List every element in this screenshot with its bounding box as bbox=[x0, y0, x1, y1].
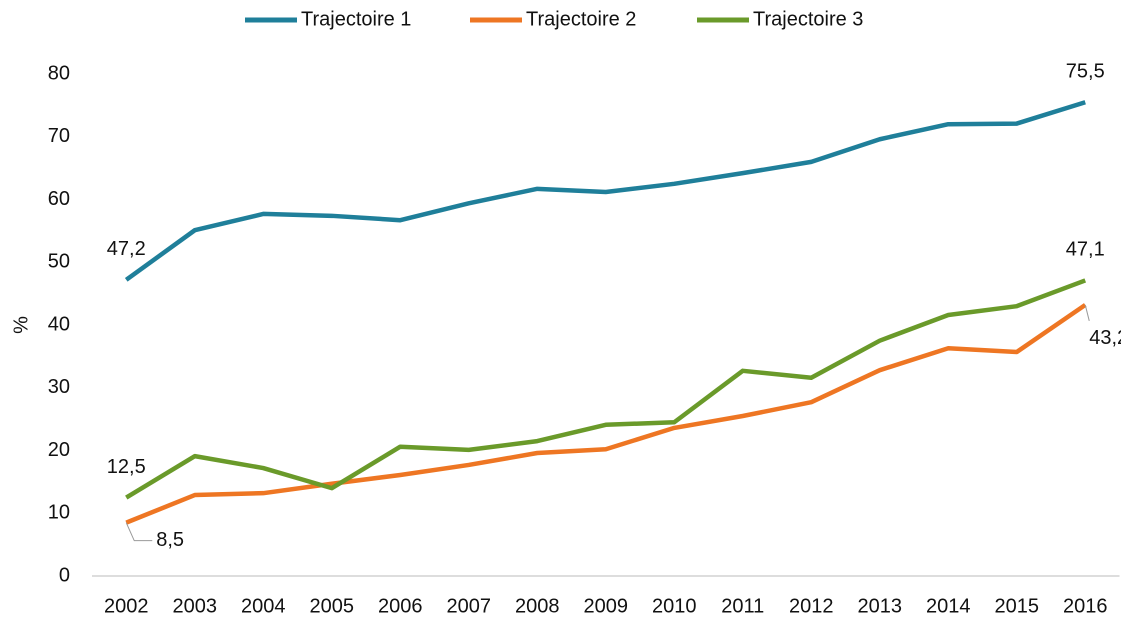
series-line bbox=[125, 303, 1087, 525]
y-tick-label: 50 bbox=[48, 251, 70, 273]
y-tick-label: 30 bbox=[48, 376, 70, 398]
x-tick-label: 2012 bbox=[789, 595, 834, 617]
x-tick-label: 2005 bbox=[310, 595, 355, 617]
legend-label: Trajectoire 2 bbox=[526, 8, 636, 30]
y-tick-label: 20 bbox=[48, 439, 70, 461]
data-label: 75,5 bbox=[1066, 61, 1105, 83]
x-tick-label: 2015 bbox=[995, 595, 1040, 617]
x-tick-label: 2010 bbox=[652, 595, 697, 617]
x-tick-label: 2007 bbox=[447, 595, 492, 617]
x-tick-label: 2004 bbox=[241, 595, 286, 617]
x-tick-label: 2016 bbox=[1063, 595, 1108, 617]
x-tick-label: 2014 bbox=[926, 595, 971, 617]
data-label: 12,5 bbox=[107, 456, 146, 478]
x-tick-label: 2011 bbox=[721, 595, 764, 617]
y-tick-label: 60 bbox=[48, 188, 70, 210]
legend-label: Trajectoire 1 bbox=[301, 8, 411, 30]
x-tick-label: 2002 bbox=[104, 595, 149, 617]
x-tick-label: 2003 bbox=[173, 595, 218, 617]
data-label: 43,2 bbox=[1089, 327, 1121, 349]
y-tick-label: 80 bbox=[48, 62, 70, 84]
y-tick-label: 10 bbox=[48, 502, 70, 524]
legend-label: Trajectoire 3 bbox=[753, 8, 863, 30]
data-label: 47,2 bbox=[107, 238, 146, 260]
data-label: 8,5 bbox=[156, 529, 184, 551]
data-label: 47,1 bbox=[1066, 239, 1105, 261]
series-line bbox=[124, 100, 1086, 282]
label-leader bbox=[1084, 304, 1090, 322]
y-tick-label: 0 bbox=[59, 564, 70, 586]
y-axis-label: % bbox=[10, 316, 32, 334]
x-tick-label: 2009 bbox=[584, 595, 629, 617]
y-tick-label: 70 bbox=[48, 125, 70, 147]
series-line bbox=[125, 278, 1087, 500]
y-tick-label: 40 bbox=[48, 313, 70, 335]
label-leader bbox=[125, 522, 153, 542]
x-tick-label: 2008 bbox=[515, 595, 560, 617]
x-tick-label: 2013 bbox=[858, 595, 903, 617]
x-tick-label: 2006 bbox=[378, 595, 423, 617]
